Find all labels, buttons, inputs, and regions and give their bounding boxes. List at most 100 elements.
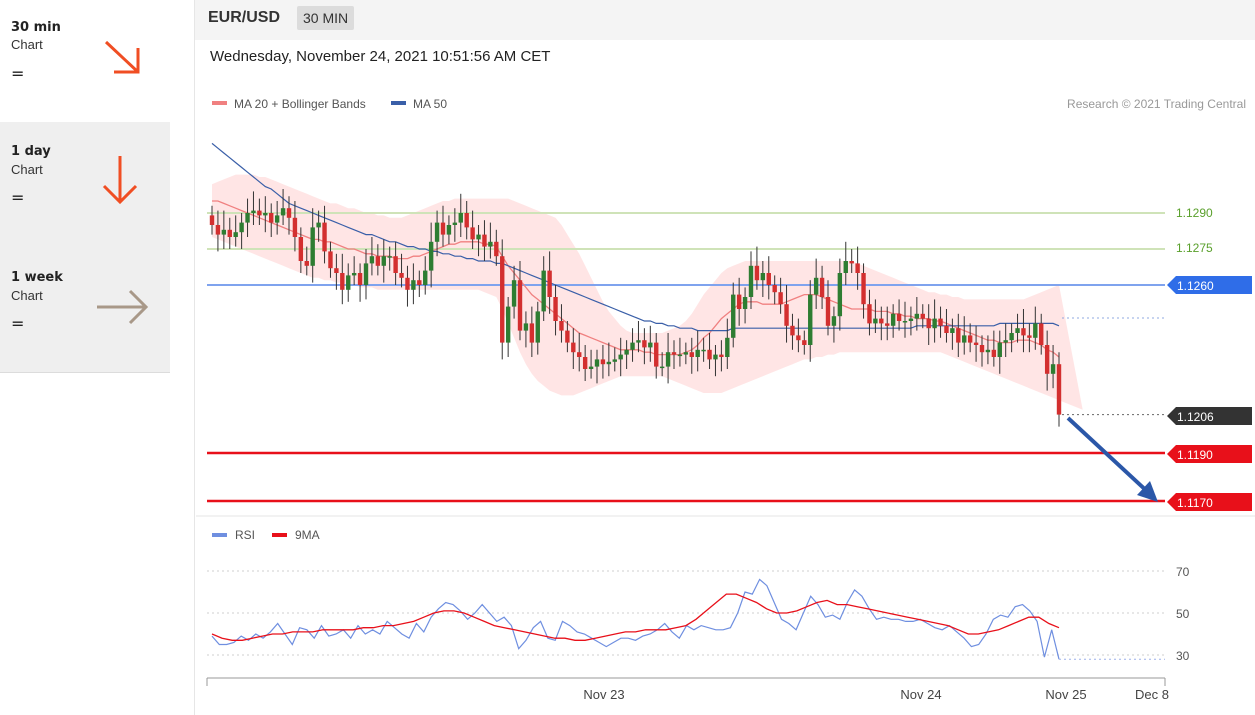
forecast-arrowhead (1137, 481, 1158, 502)
timeframe-period: 1 day (11, 144, 51, 159)
candle-body (665, 352, 671, 367)
arrow-right-icon (97, 289, 149, 325)
candle-body (541, 270, 546, 312)
timeframe-sidebar: 30 min Chart = 1 day Chart = 1 week Char… (0, 0, 170, 715)
candle-body (434, 222, 440, 242)
candle-body (458, 213, 463, 223)
equal-sign: = (11, 314, 25, 333)
ma20-legend-label: MA 20 + Bollinger Bands (234, 97, 366, 111)
candle-body (494, 241, 499, 257)
candle-body (239, 222, 244, 233)
candle-body (630, 342, 635, 350)
candle-body (405, 277, 410, 290)
candle-body (896, 313, 902, 321)
candle-body (624, 349, 629, 355)
candle-body (796, 335, 801, 341)
x-tick-label: Nov 24 (900, 687, 941, 702)
candle-body (547, 270, 552, 297)
candle-body (209, 215, 215, 225)
candle-body (328, 251, 333, 269)
candle-body (381, 256, 386, 266)
candle-body (760, 273, 766, 281)
candle-body (748, 265, 754, 297)
candle-body (316, 222, 321, 228)
candle-body (808, 294, 813, 345)
timeframe-period: 1 week (11, 270, 63, 285)
candle-body (967, 335, 973, 343)
chart-header: EUR/USD 30 MIN (195, 0, 1255, 40)
candle-body (428, 241, 434, 271)
timeframe-1week[interactable]: 1 week Chart = (0, 247, 170, 373)
candle-body (1039, 323, 1044, 345)
copyright-label: Research © 2021 Trading Central (1067, 97, 1246, 111)
current-price-tag (1167, 407, 1252, 425)
candle-body (505, 306, 511, 343)
candle-body (269, 213, 274, 223)
candle-body (1044, 345, 1050, 374)
candle-body (440, 222, 446, 235)
candle-body (654, 342, 659, 367)
level-tag-1170 (1167, 493, 1252, 511)
candle-body (369, 256, 375, 264)
candle-body (985, 349, 991, 353)
candle-body (304, 261, 309, 266)
candle-body (233, 232, 238, 237)
candle-body (736, 294, 742, 309)
candle-body (571, 342, 576, 353)
x-tick-label: Nov 25 (1045, 687, 1086, 702)
ma9-legend-swatch (272, 533, 287, 537)
candle-body (790, 325, 795, 336)
candle-body (517, 280, 523, 331)
candle-body (731, 294, 736, 338)
candle-body (861, 273, 866, 305)
candle-body (263, 213, 268, 216)
timeframe-label: Chart (11, 37, 43, 52)
level-label-1275: 1.1275 (1176, 241, 1213, 255)
timeframe-1day[interactable]: 1 day Chart = (0, 122, 170, 248)
candle-body (772, 285, 777, 293)
rsi-tick-50: 50 (1176, 607, 1190, 621)
bollinger-band (212, 174, 1083, 410)
candle-body (766, 273, 771, 285)
timeframe-badge[interactable]: 30 MIN (297, 6, 355, 30)
x-tick-label: Dec 8 (1135, 687, 1169, 702)
candle-body (334, 268, 339, 273)
level-label-1170: 1.1170 (1177, 496, 1213, 510)
candle-body (707, 349, 712, 360)
candle-body (648, 342, 653, 348)
candle-body (600, 359, 606, 365)
candle-body (932, 318, 937, 329)
ma20-line (212, 200, 1060, 358)
level-label-1260: 1.1260 (1177, 279, 1214, 293)
candle-body (938, 318, 943, 326)
candle-body (701, 349, 706, 352)
candle-body (470, 227, 475, 240)
candle-body (813, 277, 819, 295)
candle-body (476, 234, 481, 240)
candle-body (1015, 328, 1020, 333)
candle-body (1009, 333, 1014, 341)
timeframe-30min[interactable]: 30 min Chart = (0, 0, 170, 126)
candle-body (778, 292, 783, 305)
arrow-down-right-icon (104, 40, 140, 74)
candle-body (867, 304, 872, 324)
candle-body (991, 349, 997, 357)
timeframe-label: Chart (11, 288, 43, 303)
candle-body (979, 345, 985, 353)
candle-body (843, 261, 848, 273)
candle-body (375, 256, 381, 266)
candle-body (908, 318, 914, 321)
candle-body (286, 208, 292, 218)
candle-body (1050, 364, 1056, 374)
candle-body (500, 256, 505, 343)
candle-body (879, 318, 884, 324)
candle-body (553, 297, 558, 321)
candle-body (1003, 340, 1008, 343)
candle-body (885, 323, 890, 326)
candle-body (725, 337, 730, 357)
candle-body (221, 229, 227, 235)
rsi-tick-30: 30 (1176, 649, 1190, 663)
candle-body (511, 280, 517, 307)
ma20-legend-swatch (212, 101, 227, 105)
